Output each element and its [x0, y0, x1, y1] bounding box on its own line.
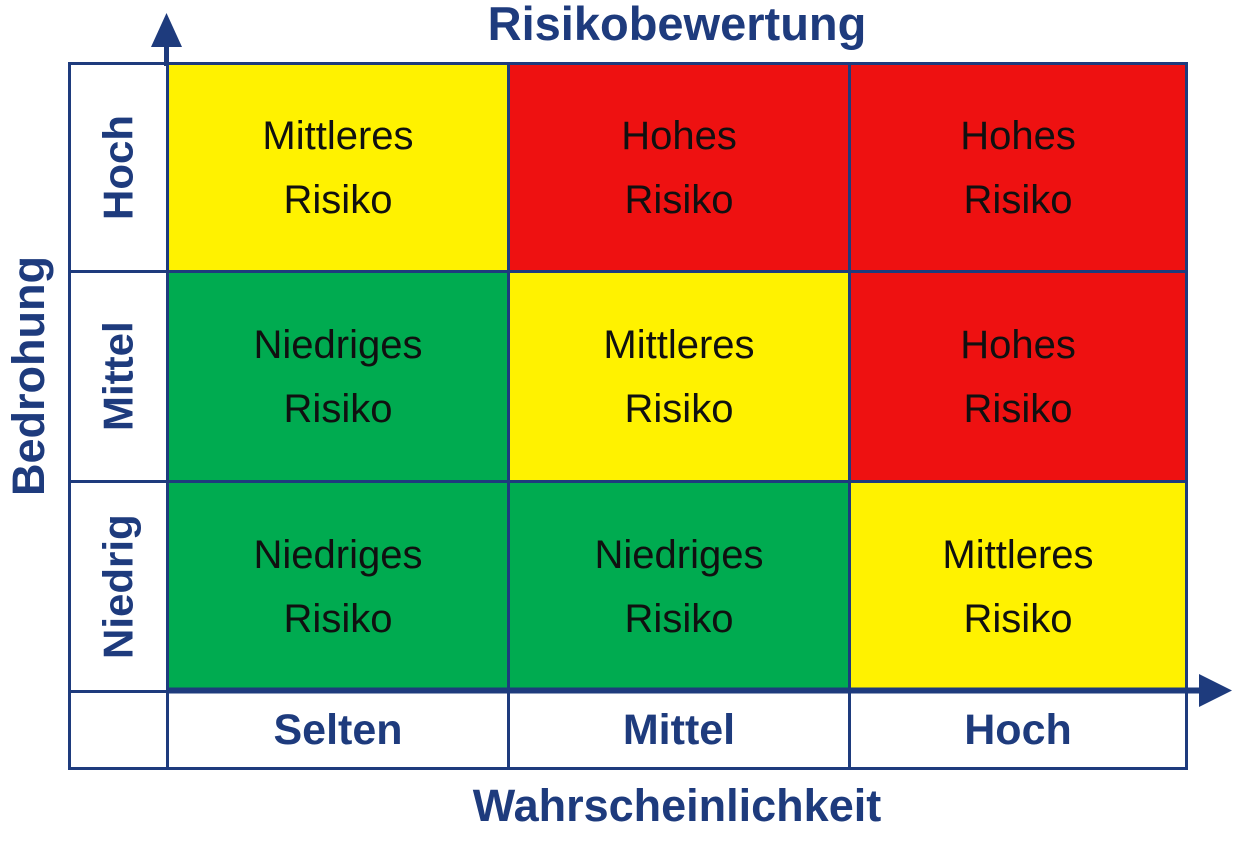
matrix-cell-mittel-hoch: Hohes Risiko [851, 273, 1185, 480]
matrix-cell-mittel-mittel: Mittleres Risiko [510, 273, 848, 480]
matrix-cell-hoch-mittel: Hohes Risiko [510, 65, 848, 270]
x-category-hoch: Hoch [851, 693, 1185, 767]
corner-cell [71, 693, 166, 767]
matrix-cell-niedrig-mittel: Niedriges Risiko [510, 483, 848, 690]
matrix-cell-niedrig-hoch: Mittleres Risiko [851, 483, 1185, 690]
matrix-cell-hoch-selten: Mittleres Risiko [169, 65, 507, 270]
x-category-selten: Selten [169, 693, 507, 767]
matrix-cell-hoch-hoch: Hohes Risiko [851, 65, 1185, 270]
risk-matrix-grid: Hoch Mittleres Risiko Hohes Risiko Hohes… [68, 62, 1188, 770]
x-axis-arrowhead [1199, 674, 1232, 707]
page-title: Risikobewertung [487, 0, 867, 50]
matrix-cell-niedrig-selten: Niedriges Risiko [169, 483, 507, 690]
matrix-cell-mittel-selten: Niedriges Risiko [169, 273, 507, 480]
x-category-mittel: Mittel [510, 693, 848, 767]
y-axis-title: Bedrohung [3, 256, 54, 496]
y-category-mittel: Mittel [71, 273, 166, 480]
x-axis-title: Wahrscheinlichkeit [472, 780, 882, 831]
y-category-hoch: Hoch [71, 65, 166, 270]
y-category-niedrig: Niedrig [71, 483, 166, 690]
